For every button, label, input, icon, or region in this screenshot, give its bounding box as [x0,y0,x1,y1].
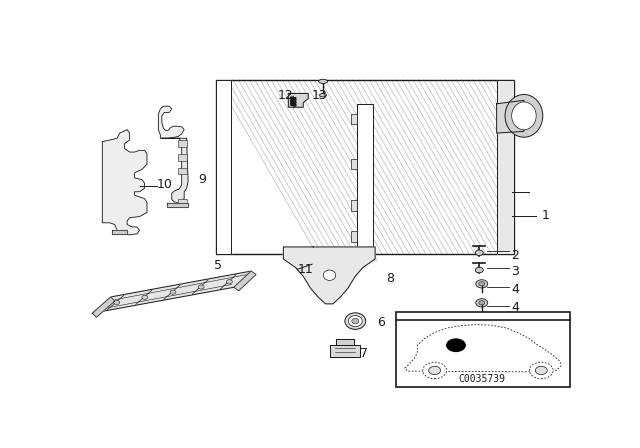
Polygon shape [330,345,360,357]
Text: 13: 13 [312,89,328,102]
Polygon shape [497,80,514,254]
Circle shape [535,366,547,375]
Text: 6: 6 [378,316,385,329]
Polygon shape [337,340,355,345]
Bar [396,313,570,387]
Bar [351,232,356,242]
Ellipse shape [511,102,536,130]
Circle shape [429,366,440,375]
Polygon shape [497,100,524,133]
Ellipse shape [345,313,365,329]
Ellipse shape [505,95,543,137]
Bar [351,114,356,125]
Circle shape [227,280,232,284]
Bar [178,154,187,161]
Text: 4: 4 [511,301,520,314]
Bar [216,80,514,254]
Bar [178,198,187,206]
Polygon shape [92,271,251,313]
Circle shape [114,301,120,305]
Circle shape [479,301,484,305]
Circle shape [476,280,488,288]
Circle shape [423,362,447,379]
Text: C0035739: C0035739 [458,374,505,384]
Ellipse shape [319,79,328,83]
Ellipse shape [348,315,362,327]
Text: 11: 11 [297,263,313,276]
Ellipse shape [323,270,336,280]
Circle shape [446,338,466,352]
Text: 12: 12 [277,89,293,102]
Polygon shape [216,80,231,254]
Polygon shape [352,250,378,261]
Polygon shape [158,106,184,138]
Text: 10: 10 [157,178,173,191]
Circle shape [170,290,176,294]
Ellipse shape [319,94,326,97]
Polygon shape [162,138,188,203]
Text: 4: 4 [511,283,520,296]
Text: 3: 3 [511,265,520,278]
Circle shape [476,267,483,273]
Circle shape [476,250,483,255]
Text: 1: 1 [541,209,549,222]
Circle shape [476,299,488,307]
Polygon shape [234,271,256,291]
Polygon shape [284,247,375,304]
Ellipse shape [352,319,359,324]
Polygon shape [92,297,115,317]
Polygon shape [167,203,188,207]
Bar [178,140,187,147]
Bar [356,104,372,250]
Text: 2: 2 [511,249,520,262]
Text: 9: 9 [198,173,206,186]
Bar [351,159,356,169]
Polygon shape [102,129,147,235]
Text: 5: 5 [214,259,222,272]
Bar [178,168,187,174]
Circle shape [479,282,484,286]
Circle shape [142,295,148,299]
Text: 7: 7 [360,347,368,360]
Text: 8: 8 [387,272,394,285]
Polygon shape [288,94,308,107]
Polygon shape [112,230,127,234]
Bar [216,80,514,254]
Circle shape [198,285,204,289]
Circle shape [529,362,553,379]
Bar [351,200,356,211]
